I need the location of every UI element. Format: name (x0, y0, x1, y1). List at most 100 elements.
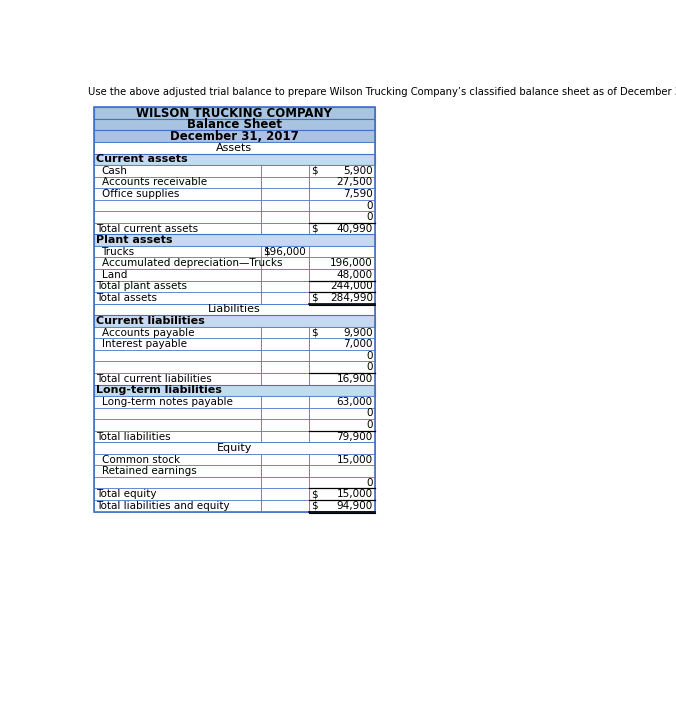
Text: 94,900: 94,900 (337, 501, 372, 511)
Bar (261, 477, 309, 489)
Bar (94, 419, 261, 431)
Text: $: $ (312, 328, 318, 338)
Bar (261, 292, 309, 304)
Bar (94, 200, 261, 211)
Bar (309, 269, 375, 281)
Bar (261, 362, 309, 373)
Bar (94, 408, 261, 419)
Bar (94, 188, 261, 200)
Bar (309, 338, 375, 350)
Text: Accumulated depreciation—Trucks: Accumulated depreciation—Trucks (101, 258, 282, 268)
Text: Equity: Equity (217, 443, 252, 453)
Text: Total liabilities and equity: Total liabilities and equity (96, 501, 230, 511)
Text: 48,000: 48,000 (337, 270, 372, 280)
Text: $: $ (312, 166, 318, 176)
Bar (94, 304, 375, 315)
Text: Accounts payable: Accounts payable (101, 328, 194, 338)
Text: Total equity: Total equity (96, 489, 157, 499)
Bar (94, 107, 375, 512)
Bar (94, 177, 261, 188)
Bar (309, 408, 375, 419)
Bar (94, 107, 375, 119)
Text: Balance Sheet: Balance Sheet (187, 118, 282, 131)
Text: Current liabilities: Current liabilities (96, 316, 205, 326)
Bar (309, 211, 375, 223)
Bar (94, 142, 375, 154)
Bar (94, 281, 261, 292)
Text: 0: 0 (366, 409, 372, 418)
Text: Total current assets: Total current assets (96, 224, 198, 234)
Bar (94, 211, 261, 223)
Bar (261, 396, 309, 408)
Bar (261, 431, 309, 442)
Bar (94, 373, 261, 385)
Text: Total plant assets: Total plant assets (96, 282, 187, 291)
Text: Long-term notes payable: Long-term notes payable (101, 397, 233, 407)
Bar (94, 292, 261, 304)
Text: Liabilities: Liabilities (208, 305, 261, 314)
Bar (94, 269, 261, 281)
Bar (309, 396, 375, 408)
Text: Total assets: Total assets (96, 293, 157, 303)
Text: 63,000: 63,000 (337, 397, 372, 407)
Bar (261, 408, 309, 419)
Text: 40,990: 40,990 (337, 224, 372, 234)
Bar (94, 477, 261, 489)
Text: December 31, 2017: December 31, 2017 (170, 130, 299, 143)
Bar (261, 281, 309, 292)
Bar (94, 165, 261, 177)
Bar (94, 350, 261, 362)
Bar (309, 177, 375, 188)
Bar (94, 465, 261, 477)
Text: Total current liabilities: Total current liabilities (96, 373, 212, 384)
Bar (261, 453, 309, 465)
Text: $: $ (312, 224, 318, 234)
Text: Cash: Cash (101, 166, 127, 176)
Text: Plant assets: Plant assets (96, 235, 172, 245)
Text: WILSON TRUCKING COMPANY: WILSON TRUCKING COMPANY (137, 107, 333, 119)
Text: Office supplies: Office supplies (101, 189, 179, 199)
Bar (94, 453, 261, 465)
Text: 244,000: 244,000 (330, 282, 372, 291)
Text: Interest payable: Interest payable (101, 339, 187, 349)
Text: $: $ (312, 501, 318, 511)
Bar (309, 465, 375, 477)
Text: 196,000: 196,000 (264, 246, 307, 257)
Bar (261, 246, 309, 258)
Text: 196,000: 196,000 (330, 258, 372, 268)
Bar (309, 500, 375, 512)
Text: 0: 0 (366, 362, 372, 372)
Text: $: $ (264, 246, 270, 257)
Bar (94, 131, 375, 142)
Text: Common stock: Common stock (101, 455, 180, 465)
Bar (94, 396, 261, 408)
Text: Retained earnings: Retained earnings (101, 466, 196, 476)
Bar (94, 327, 261, 338)
Text: 0: 0 (366, 478, 372, 488)
Text: 5,900: 5,900 (343, 166, 372, 176)
Bar (309, 373, 375, 385)
Text: 0: 0 (366, 212, 372, 222)
Bar (309, 431, 375, 442)
Bar (309, 246, 375, 258)
Bar (261, 419, 309, 431)
Text: $: $ (312, 293, 318, 303)
Text: 15,000: 15,000 (337, 489, 372, 499)
Text: Long-term liabilities: Long-term liabilities (96, 385, 222, 395)
Text: Land: Land (101, 270, 127, 280)
Bar (94, 442, 375, 453)
Bar (94, 315, 375, 327)
Text: 0: 0 (366, 420, 372, 430)
Text: 7,590: 7,590 (343, 189, 372, 199)
Text: 27,500: 27,500 (337, 178, 372, 187)
Bar (94, 246, 261, 258)
Bar (261, 465, 309, 477)
Text: Trucks: Trucks (101, 246, 135, 257)
Bar (309, 165, 375, 177)
Bar (261, 269, 309, 281)
Bar (261, 177, 309, 188)
Bar (261, 489, 309, 500)
Bar (309, 327, 375, 338)
Bar (261, 373, 309, 385)
Bar (261, 350, 309, 362)
